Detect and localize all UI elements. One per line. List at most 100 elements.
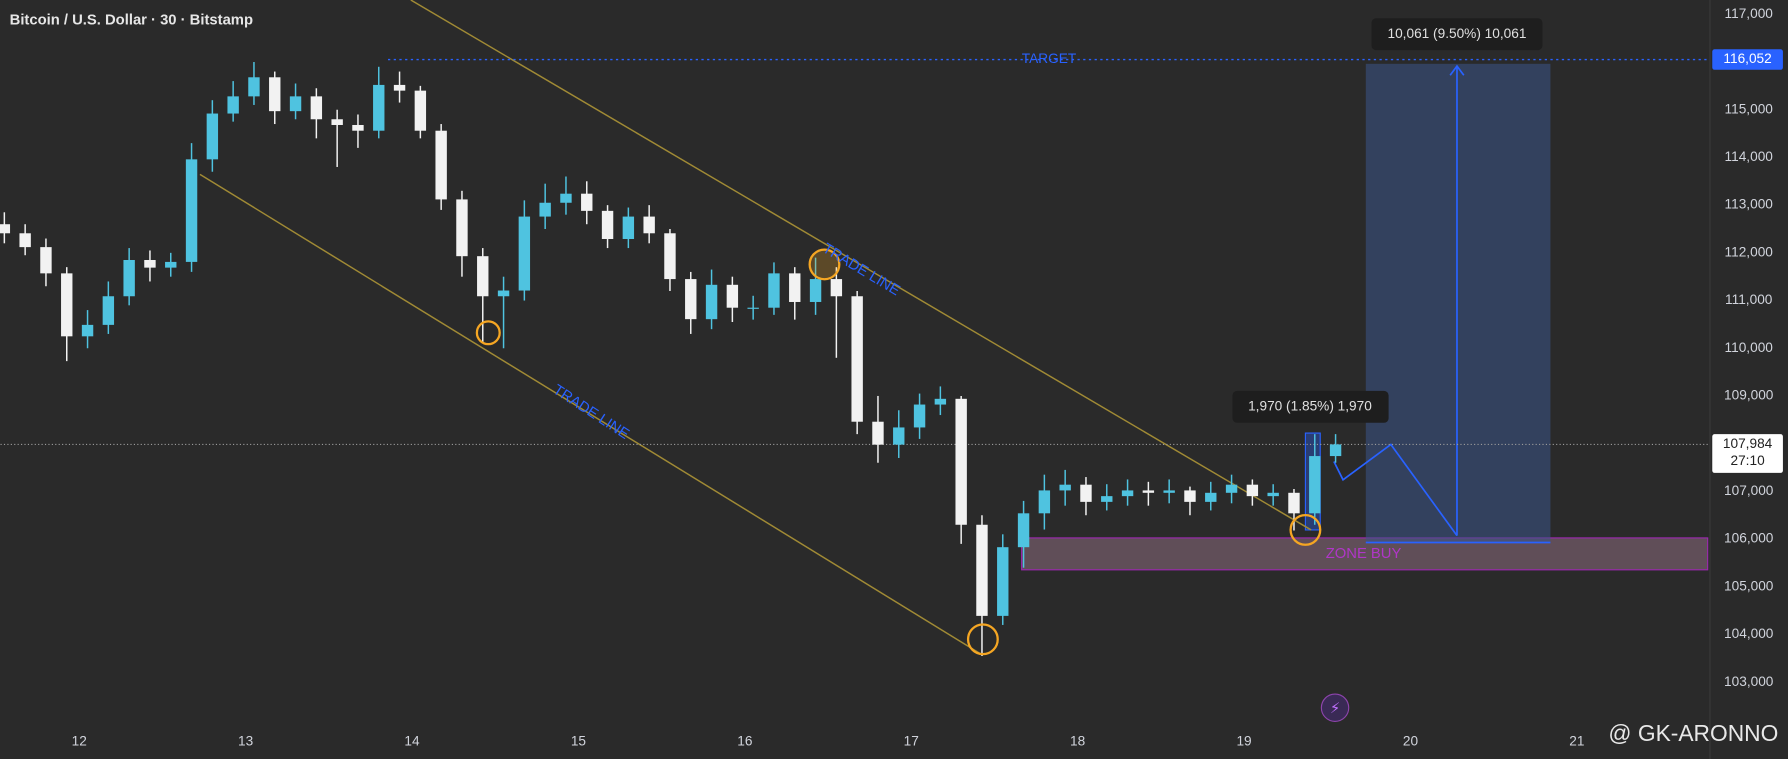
y-tick-label: 112,000 (1725, 244, 1774, 259)
y-tick-label: 105,000 (1724, 578, 1774, 593)
y-tick-label: 107,000 (1724, 483, 1774, 498)
y-tick-label: 103,000 (1724, 674, 1774, 689)
candle-body (560, 193, 572, 203)
candle-body (539, 202, 551, 217)
measure-label: 10,061 (9.50%) 10,061 (1388, 26, 1527, 41)
zone-label: ZONE BUY (1326, 546, 1402, 562)
y-tick-label: 104,000 (1724, 626, 1774, 641)
pivot-circle (808, 248, 841, 281)
candle-body (1225, 484, 1238, 493)
icon[interactable] (1320, 693, 1350, 722)
candle-body (1329, 444, 1342, 457)
candle-body (789, 273, 801, 302)
candle-body (934, 398, 947, 405)
y-tick-label: 114,000 (1725, 149, 1774, 164)
candle-body (1142, 490, 1155, 493)
candle-body (1205, 492, 1217, 502)
candle-body (581, 193, 593, 211)
candle-body (664, 233, 676, 280)
candle-body (0, 224, 11, 234)
candle-body (1288, 492, 1300, 514)
projection-path (1333, 443, 1458, 537)
candle-body (1080, 484, 1092, 502)
candles (0, 62, 1342, 656)
pivot-circle (966, 623, 999, 656)
candle-body (809, 279, 822, 302)
candle-body (830, 279, 843, 297)
candle-body (477, 256, 489, 297)
target-price-label: 116,052 (1723, 51, 1771, 66)
candle-body (1267, 492, 1279, 497)
candle-body (289, 96, 302, 112)
target-label: TARGET (1022, 51, 1077, 66)
candle-body (1017, 513, 1030, 548)
arrow-head (1449, 64, 1465, 76)
candle-body (414, 90, 427, 131)
candle-body (456, 199, 468, 257)
candle-body (643, 216, 655, 234)
watermark: @ GK-ARONNO (1608, 720, 1778, 746)
x-tick-label: 12 (72, 734, 87, 749)
lower-trade-line (199, 173, 984, 656)
measure-tag (1232, 390, 1389, 423)
measure-label: 1,970 (1.85%) 1,970 (1248, 398, 1372, 413)
x-tick-label: 20 (1403, 734, 1419, 749)
candle-body (1184, 490, 1196, 502)
candle-body (331, 119, 343, 125)
candle-body (185, 159, 198, 262)
candle-body (206, 113, 219, 160)
x-tick-label: 15 (571, 734, 587, 749)
candle-body (373, 84, 385, 131)
candle-body (851, 296, 863, 422)
candle-body (227, 96, 239, 114)
candle-body (19, 233, 31, 248)
candle-body (1059, 484, 1071, 491)
candle-body (81, 324, 94, 337)
candle-body (726, 284, 739, 308)
candle-body (955, 398, 967, 525)
candle-body (893, 427, 905, 445)
y-tick-label: 111,000 (1725, 292, 1773, 307)
candle-body (1309, 456, 1321, 514)
x-tick-label: 17 (904, 734, 919, 749)
candle-body (40, 247, 52, 274)
candle-body (622, 216, 635, 240)
x-tick-label: 16 (737, 734, 752, 749)
candle-body (768, 273, 780, 308)
candle-body (61, 273, 73, 337)
candle-body (518, 216, 531, 291)
candle-body (1101, 496, 1113, 502)
x-tick-label: 21 (1569, 734, 1584, 749)
candle-body (165, 261, 177, 268)
candle-body (997, 547, 1009, 616)
target-price-tag (1712, 49, 1783, 70)
y-tick-label: 117,000 (1725, 6, 1774, 21)
measure-tag (1371, 18, 1543, 51)
countdown-label: 27:10 (1730, 453, 1765, 468)
x-tick-label: 14 (404, 734, 420, 749)
candle-body (872, 421, 884, 445)
upper-trade-line (410, 0, 1312, 531)
overlay: TRADE LINE TRADE LINE ZONE BUY 1,970 (1.… (10, 12, 1779, 746)
candle-body (685, 279, 697, 320)
y-tick-label: 110,000 (1725, 340, 1774, 355)
y-tick-label: 115,000 (1725, 101, 1774, 116)
last-price-tag (1712, 434, 1783, 473)
x-tick-label: 18 (1070, 734, 1085, 749)
candle-body (1246, 484, 1259, 497)
y-tick-label: 109,000 (1724, 388, 1774, 403)
buy-zone (1021, 537, 1709, 571)
candle-body (248, 77, 260, 97)
candle-body (393, 84, 406, 91)
pivot-circle (1289, 513, 1322, 546)
plot-area: TARGET (0, 0, 1710, 656)
y-tick-label: 106,000 (1724, 531, 1774, 546)
y-tick-label: 113,000 (1725, 197, 1774, 212)
candle-body (1038, 490, 1051, 514)
candle-body (269, 77, 281, 112)
candle-body (123, 259, 135, 297)
candle-body (705, 284, 718, 320)
x-tick-label: 19 (1236, 734, 1251, 749)
